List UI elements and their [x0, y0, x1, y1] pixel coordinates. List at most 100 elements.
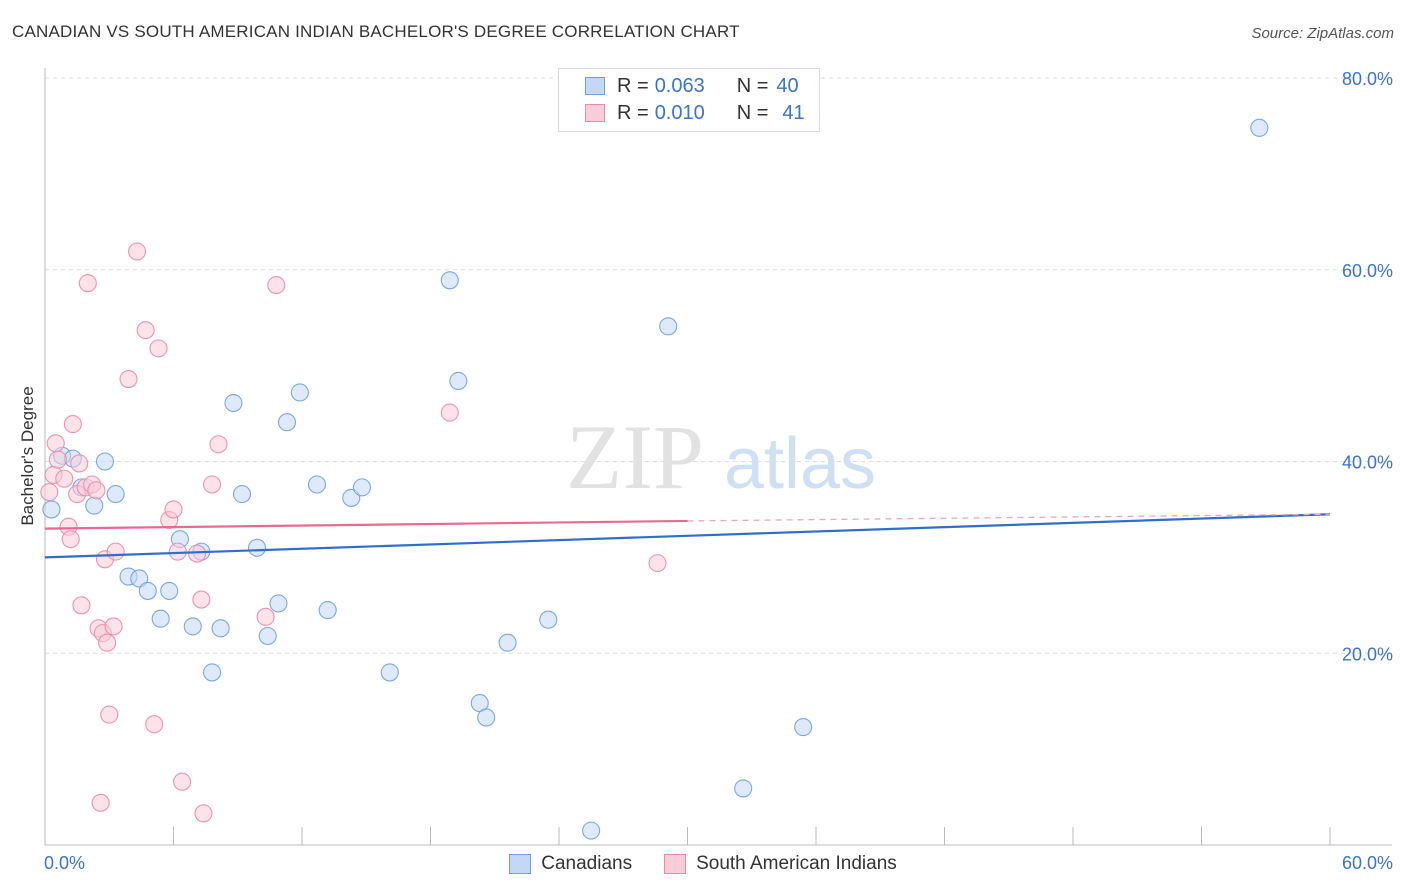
south-american-indians-point [145, 715, 164, 734]
south-american-indians-point [91, 793, 110, 812]
source-credit: Source: ZipAtlas.com [1251, 25, 1394, 42]
south-american-indians-point [164, 500, 183, 519]
canadians-point [85, 496, 104, 515]
watermark-atlas: atlas [724, 424, 876, 504]
canadians-trend-line [44, 513, 1331, 559]
south-american-indians-point [203, 475, 222, 494]
canadians-point [106, 485, 125, 504]
r-value: 0.010 [654, 101, 705, 124]
canadians-point [307, 475, 327, 494]
south-american-indians-point [106, 542, 125, 561]
canadians-point [794, 718, 813, 737]
south-american-indians-point [98, 633, 117, 652]
canadians-point [498, 633, 517, 652]
south-american-indians-point [72, 596, 91, 615]
chart-title: CANADIAN VS SOUTH AMERICAN INDIAN BACHEL… [12, 22, 740, 41]
south-american-indians-point [194, 804, 213, 823]
south-american-indians-point [104, 617, 123, 636]
canadians-point [1250, 118, 1269, 137]
watermark: ZIP atlas [566, 406, 876, 508]
canadians-point [734, 779, 753, 798]
y-tick-label: 40.0% [1342, 453, 1393, 473]
canadians-point [211, 619, 230, 638]
canadians-legend-swatch [509, 854, 532, 874]
canadians-point [269, 594, 288, 613]
south-american-indians-point [63, 415, 82, 434]
legend-label-canadians: Canadians [541, 853, 633, 874]
y-tick-label: 80.0% [1342, 69, 1393, 89]
south-american-indians-point [87, 481, 106, 500]
y-axis-label: Bachelor's Degree [18, 386, 37, 525]
south-american-indians-point [136, 321, 155, 340]
south-american-indians-point [100, 705, 119, 724]
south-american-indians-point [440, 403, 459, 422]
y-tick-label: 20.0% [1342, 644, 1393, 664]
canadians-point [138, 581, 157, 600]
south-american-indians-point [256, 607, 275, 626]
tick-labels: 20.0% 40.0% 60.0% 80.0% 0.0% 60.0% [44, 69, 1393, 873]
canadians-point [318, 601, 337, 620]
trend-lines [44, 513, 1331, 559]
x-tick-label: 0.0% [44, 853, 85, 873]
canadians-point [160, 581, 179, 600]
south-american-indians-point [40, 483, 59, 502]
stats-row-canadians: R = 0.063 N = 40 [585, 73, 799, 99]
n-label: N = [736, 101, 769, 124]
canadians-point [151, 609, 170, 628]
south-american-indians-swatch [585, 104, 605, 122]
south-american-indians-point [78, 274, 97, 293]
south-american-indians-point [119, 369, 138, 389]
canadians-point [203, 663, 222, 682]
canadians-swatch [585, 77, 605, 95]
y-tick-label: 60.0% [1342, 261, 1393, 281]
canadians-point [290, 383, 309, 402]
canadians-point [130, 569, 149, 588]
axes [44, 68, 1392, 846]
south-american-indians-point [46, 434, 65, 453]
south-american-indians-trend-extension [687, 513, 1331, 522]
south-american-indians-point [192, 590, 211, 609]
south-american-indians-point [648, 554, 667, 573]
x-tick-label: 60.0% [1342, 853, 1393, 873]
south-american-indians-point [61, 530, 80, 549]
stats-row-south-american-indians: R = 0.010 N = 41 [585, 100, 805, 126]
canadians-point [380, 663, 399, 682]
watermark-zip: ZIP [566, 406, 704, 508]
r-label: R = [617, 101, 649, 124]
canadians-point [449, 371, 468, 391]
canadians-point [477, 708, 496, 727]
south-american-indians-point [149, 339, 168, 358]
canadians-point [232, 485, 252, 504]
canadians-point [258, 626, 277, 646]
canadians-point [183, 617, 202, 636]
south-american-indians-point [70, 454, 89, 473]
canadians-point [352, 478, 372, 497]
canadians-point [582, 821, 601, 840]
canadians-point [277, 413, 297, 432]
canadians-point [224, 393, 243, 413]
canadians-point [659, 317, 678, 336]
south-american-indians-point [48, 450, 67, 469]
south-american-indians-point [55, 469, 74, 488]
n-value: 41 [782, 101, 805, 124]
legend-label-south-american-indians: South American Indians [696, 853, 897, 874]
south-american-indians-point [267, 276, 286, 295]
south-american-indians-point [209, 435, 228, 454]
stats-legend: R = 0.063 N = 40 R = 0.010 N = 41 [558, 68, 820, 132]
canadians-point [42, 500, 61, 519]
n-label: N = [736, 74, 769, 97]
r-label: R = [617, 74, 649, 97]
series-legend: Canadians South American Indians [0, 851, 1406, 877]
canadians-point [539, 610, 558, 629]
canadians-point [247, 538, 267, 557]
data-points [40, 118, 1269, 840]
n-value: 40 [776, 74, 799, 97]
south-american-indians-legend-swatch [664, 854, 687, 874]
legend-item-canadians[interactable]: Canadians [509, 853, 632, 875]
canadians-point [440, 271, 459, 290]
legend-item-south-american-indians[interactable]: South American Indians [664, 853, 897, 875]
r-value: 0.063 [654, 74, 705, 97]
south-american-indians-point [128, 242, 147, 261]
canadians-point [95, 452, 115, 471]
